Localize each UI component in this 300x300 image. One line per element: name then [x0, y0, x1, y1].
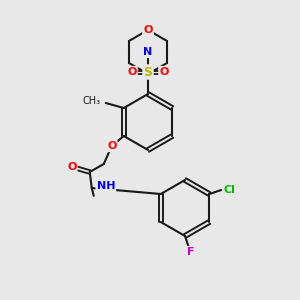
- Text: O: O: [143, 25, 153, 35]
- Text: Cl: Cl: [223, 185, 235, 195]
- Text: CH₃: CH₃: [82, 96, 101, 106]
- Text: O: O: [159, 67, 169, 77]
- Text: N: N: [143, 47, 153, 57]
- Text: O: O: [127, 67, 137, 77]
- Text: F: F: [187, 247, 195, 257]
- Text: NH: NH: [97, 181, 115, 191]
- Text: O: O: [67, 162, 76, 172]
- Text: O: O: [107, 141, 116, 151]
- Text: S: S: [143, 65, 152, 79]
